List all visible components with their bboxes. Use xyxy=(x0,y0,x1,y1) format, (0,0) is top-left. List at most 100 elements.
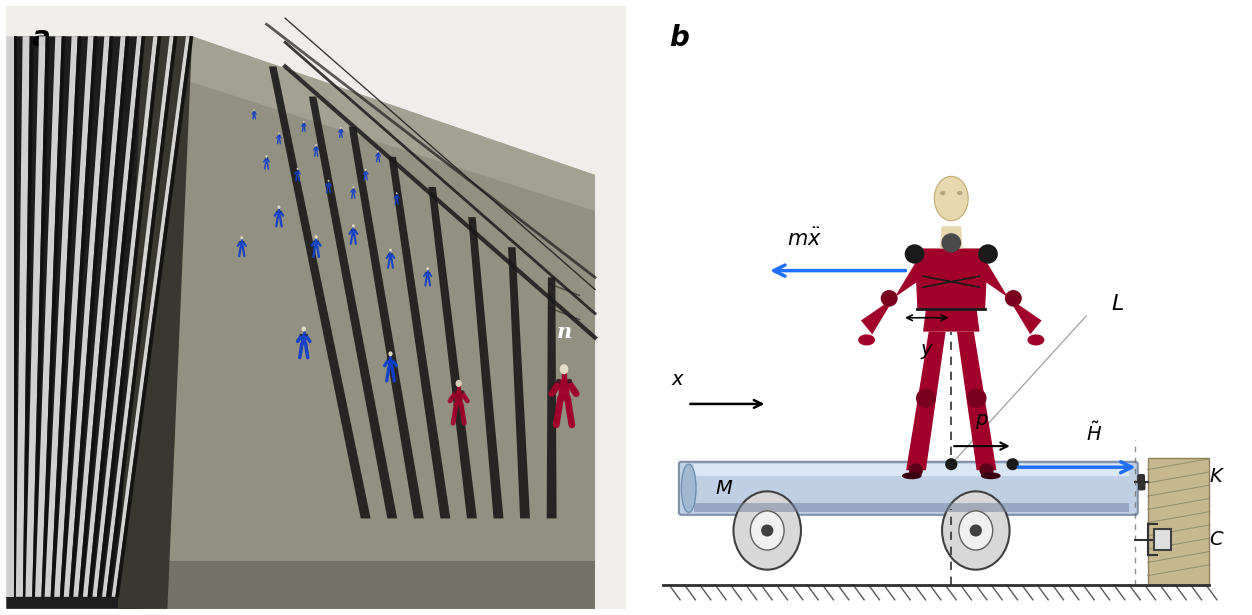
Polygon shape xyxy=(41,36,65,597)
Circle shape xyxy=(761,525,774,536)
Polygon shape xyxy=(16,36,30,597)
Circle shape xyxy=(905,244,924,264)
Circle shape xyxy=(387,373,389,375)
Polygon shape xyxy=(6,36,193,609)
Polygon shape xyxy=(118,36,595,609)
Ellipse shape xyxy=(942,491,1009,569)
Polygon shape xyxy=(861,260,918,335)
Circle shape xyxy=(351,239,352,240)
Circle shape xyxy=(387,359,389,361)
Polygon shape xyxy=(377,153,379,157)
Ellipse shape xyxy=(389,248,392,252)
Circle shape xyxy=(275,213,277,215)
Polygon shape xyxy=(388,359,393,368)
Circle shape xyxy=(299,349,302,352)
Ellipse shape xyxy=(299,344,309,346)
Circle shape xyxy=(426,272,427,273)
Circle shape xyxy=(243,241,244,242)
Polygon shape xyxy=(364,172,367,175)
Ellipse shape xyxy=(959,511,993,550)
Ellipse shape xyxy=(278,205,280,209)
Circle shape xyxy=(457,402,461,406)
Circle shape xyxy=(461,390,464,394)
Polygon shape xyxy=(428,187,477,518)
Circle shape xyxy=(313,252,316,253)
Ellipse shape xyxy=(265,155,268,157)
FancyBboxPatch shape xyxy=(679,462,1138,515)
Ellipse shape xyxy=(427,268,429,270)
Polygon shape xyxy=(69,36,114,597)
Ellipse shape xyxy=(239,247,245,248)
Polygon shape xyxy=(303,124,304,127)
Ellipse shape xyxy=(264,163,269,164)
Text: $y$: $y$ xyxy=(920,342,934,361)
Text: $\tilde{H}$: $\tilde{H}$ xyxy=(1087,422,1102,445)
Polygon shape xyxy=(96,36,162,597)
Polygon shape xyxy=(35,36,61,597)
Polygon shape xyxy=(118,561,595,609)
Polygon shape xyxy=(300,334,307,344)
Circle shape xyxy=(392,373,394,375)
Ellipse shape xyxy=(980,472,1000,479)
Ellipse shape xyxy=(560,364,568,375)
Bar xyxy=(1148,458,1209,585)
Circle shape xyxy=(317,240,319,242)
Circle shape xyxy=(942,233,962,253)
Circle shape xyxy=(353,234,354,236)
Polygon shape xyxy=(60,36,98,597)
Circle shape xyxy=(1007,458,1019,470)
Ellipse shape xyxy=(858,335,875,346)
Circle shape xyxy=(556,410,561,413)
Text: $m\ddot{x}$: $m\ddot{x}$ xyxy=(786,228,821,250)
Ellipse shape xyxy=(734,491,801,569)
Circle shape xyxy=(239,241,240,242)
Circle shape xyxy=(556,379,561,383)
Circle shape xyxy=(351,229,352,231)
Ellipse shape xyxy=(901,472,921,479)
Circle shape xyxy=(428,281,429,282)
Circle shape xyxy=(386,362,387,364)
Polygon shape xyxy=(50,36,81,597)
Polygon shape xyxy=(985,260,1042,335)
Circle shape xyxy=(967,389,987,408)
Polygon shape xyxy=(314,240,318,247)
Circle shape xyxy=(916,389,935,408)
Ellipse shape xyxy=(940,191,945,195)
Ellipse shape xyxy=(295,175,299,176)
Polygon shape xyxy=(115,36,193,597)
Circle shape xyxy=(238,244,239,245)
Text: b: b xyxy=(669,24,689,52)
Polygon shape xyxy=(388,157,451,518)
Circle shape xyxy=(427,277,428,278)
Circle shape xyxy=(909,463,923,477)
Polygon shape xyxy=(547,277,557,518)
Ellipse shape xyxy=(394,199,398,200)
Circle shape xyxy=(282,213,283,215)
Ellipse shape xyxy=(388,351,393,356)
Ellipse shape xyxy=(396,192,398,194)
Polygon shape xyxy=(940,226,963,248)
Ellipse shape xyxy=(452,404,466,407)
Circle shape xyxy=(567,379,572,383)
Circle shape xyxy=(461,412,464,415)
Polygon shape xyxy=(468,217,503,518)
Circle shape xyxy=(394,362,396,364)
Polygon shape xyxy=(14,36,18,597)
Ellipse shape xyxy=(240,236,243,239)
Polygon shape xyxy=(64,36,110,597)
Ellipse shape xyxy=(681,464,696,512)
Ellipse shape xyxy=(957,191,963,195)
Circle shape xyxy=(305,349,308,352)
Polygon shape xyxy=(253,112,255,114)
Text: a: a xyxy=(31,24,50,52)
Circle shape xyxy=(392,263,393,264)
Circle shape xyxy=(354,239,356,240)
Polygon shape xyxy=(265,159,268,163)
Circle shape xyxy=(307,338,309,340)
Ellipse shape xyxy=(275,217,282,218)
Circle shape xyxy=(388,253,389,255)
Polygon shape xyxy=(508,247,530,518)
Circle shape xyxy=(561,395,567,400)
Polygon shape xyxy=(906,331,945,470)
Ellipse shape xyxy=(314,235,318,239)
